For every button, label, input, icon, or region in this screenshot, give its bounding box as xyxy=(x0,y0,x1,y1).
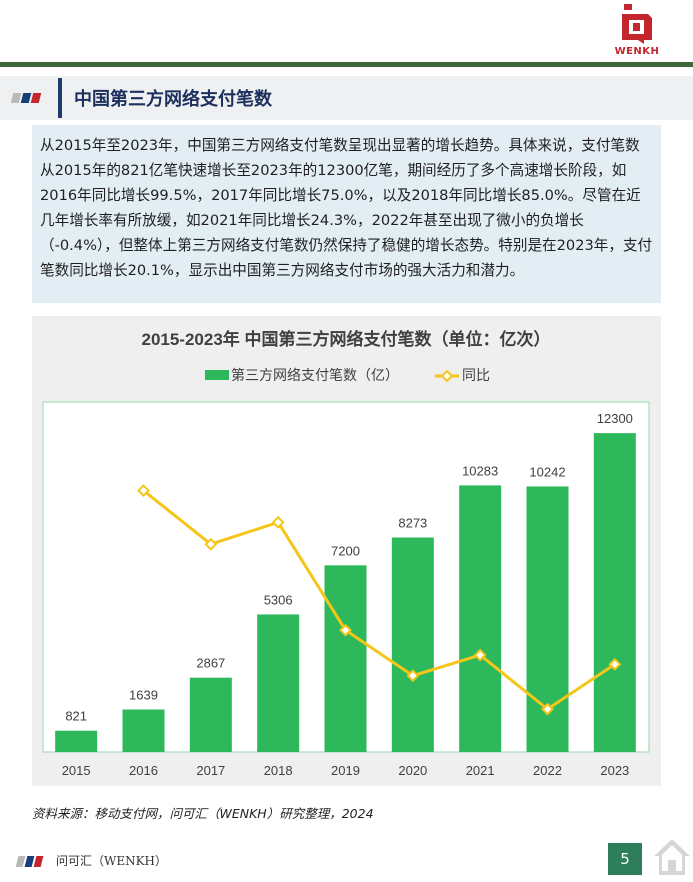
brand-logo: WENKH xyxy=(600,2,674,62)
yoy-point-2019 xyxy=(339,623,352,637)
wenkh-logo-icon xyxy=(622,4,652,44)
header-rule xyxy=(0,62,693,67)
bar-label-2019: 7200 xyxy=(331,543,360,558)
yoy-point-2022 xyxy=(541,702,554,716)
bar-2020 xyxy=(391,537,434,752)
x-tick-2017: 2017 xyxy=(196,763,225,778)
x-tick-2022: 2022 xyxy=(533,763,562,778)
legend-bar-label: 第三方网络支付笔数（亿） xyxy=(231,367,399,383)
bar-2017 xyxy=(189,677,232,752)
x-tick-2018: 2018 xyxy=(264,763,293,778)
bar-label-2022: 10242 xyxy=(529,464,565,479)
x-tick-2020: 2020 xyxy=(398,763,427,778)
chart-title: 2015-2023年 中国第三方网络支付笔数（单位：亿次） xyxy=(141,329,550,349)
home-icon[interactable] xyxy=(652,836,692,878)
yoy-point-2016 xyxy=(137,484,150,498)
bar-label-2020: 8273 xyxy=(398,516,427,531)
legend-bar-swatch xyxy=(205,370,229,380)
yoy-point-2018 xyxy=(271,515,285,529)
yoy-point-2023 xyxy=(608,657,622,671)
yoy-point-2017 xyxy=(204,537,218,551)
bar-2021 xyxy=(459,485,502,752)
footer-brand-label: 问可汇（WENKH） xyxy=(56,854,168,868)
section-title: 中国第三方网络支付笔数 xyxy=(74,89,272,110)
chart-panel: 2015-2023年 中国第三方网络支付笔数（单位：亿次） 第三方网络支付笔数（… xyxy=(32,316,661,786)
bar-label-2016: 1639 xyxy=(129,688,158,703)
chart-legend: 第三方网络支付笔数（亿） 同比 xyxy=(205,367,490,383)
logo-wordmark: WENKH xyxy=(614,46,660,57)
chart-svg: 2015-2023年 中国第三方网络支付笔数（单位：亿次） 第三方网络支付笔数（… xyxy=(42,329,650,778)
legend-line-label: 同比 xyxy=(462,367,490,383)
bar-label-2018: 5306 xyxy=(264,592,293,607)
page-number: 5 xyxy=(608,843,642,875)
summary-paragraph: 从2015年至2023年，中国第三方网络支付笔数呈现出显著的增长趋势。具体来说，… xyxy=(32,125,661,303)
bar-label-2023: 12300 xyxy=(597,411,633,426)
bar-label-2017: 2867 xyxy=(196,656,225,671)
x-tick-2015: 2015 xyxy=(62,763,91,778)
bar-2023 xyxy=(593,433,636,752)
x-tick-2016: 2016 xyxy=(129,763,158,778)
bar-label-2021: 10283 xyxy=(462,463,498,478)
bar-2016 xyxy=(122,709,165,752)
x-tick-2019: 2019 xyxy=(331,763,360,778)
bar-label-2015: 821 xyxy=(65,709,87,724)
x-tick-2021: 2021 xyxy=(466,763,495,778)
source-note: 资料来源：移动支付网，问可汇（WENKH）研究整理，2024 xyxy=(32,806,374,821)
yoy-line xyxy=(142,489,616,711)
yoy-point-2020 xyxy=(406,669,420,683)
yoy-point-2021 xyxy=(473,648,487,662)
section-header: 中国第三方网络支付笔数 xyxy=(0,76,693,120)
legend-line-marker xyxy=(440,369,454,383)
x-tick-2023: 2023 xyxy=(600,763,629,778)
bar-2018 xyxy=(257,614,300,752)
bar-2019 xyxy=(324,565,367,752)
title-divider xyxy=(58,78,62,118)
bar-2015 xyxy=(55,730,98,752)
